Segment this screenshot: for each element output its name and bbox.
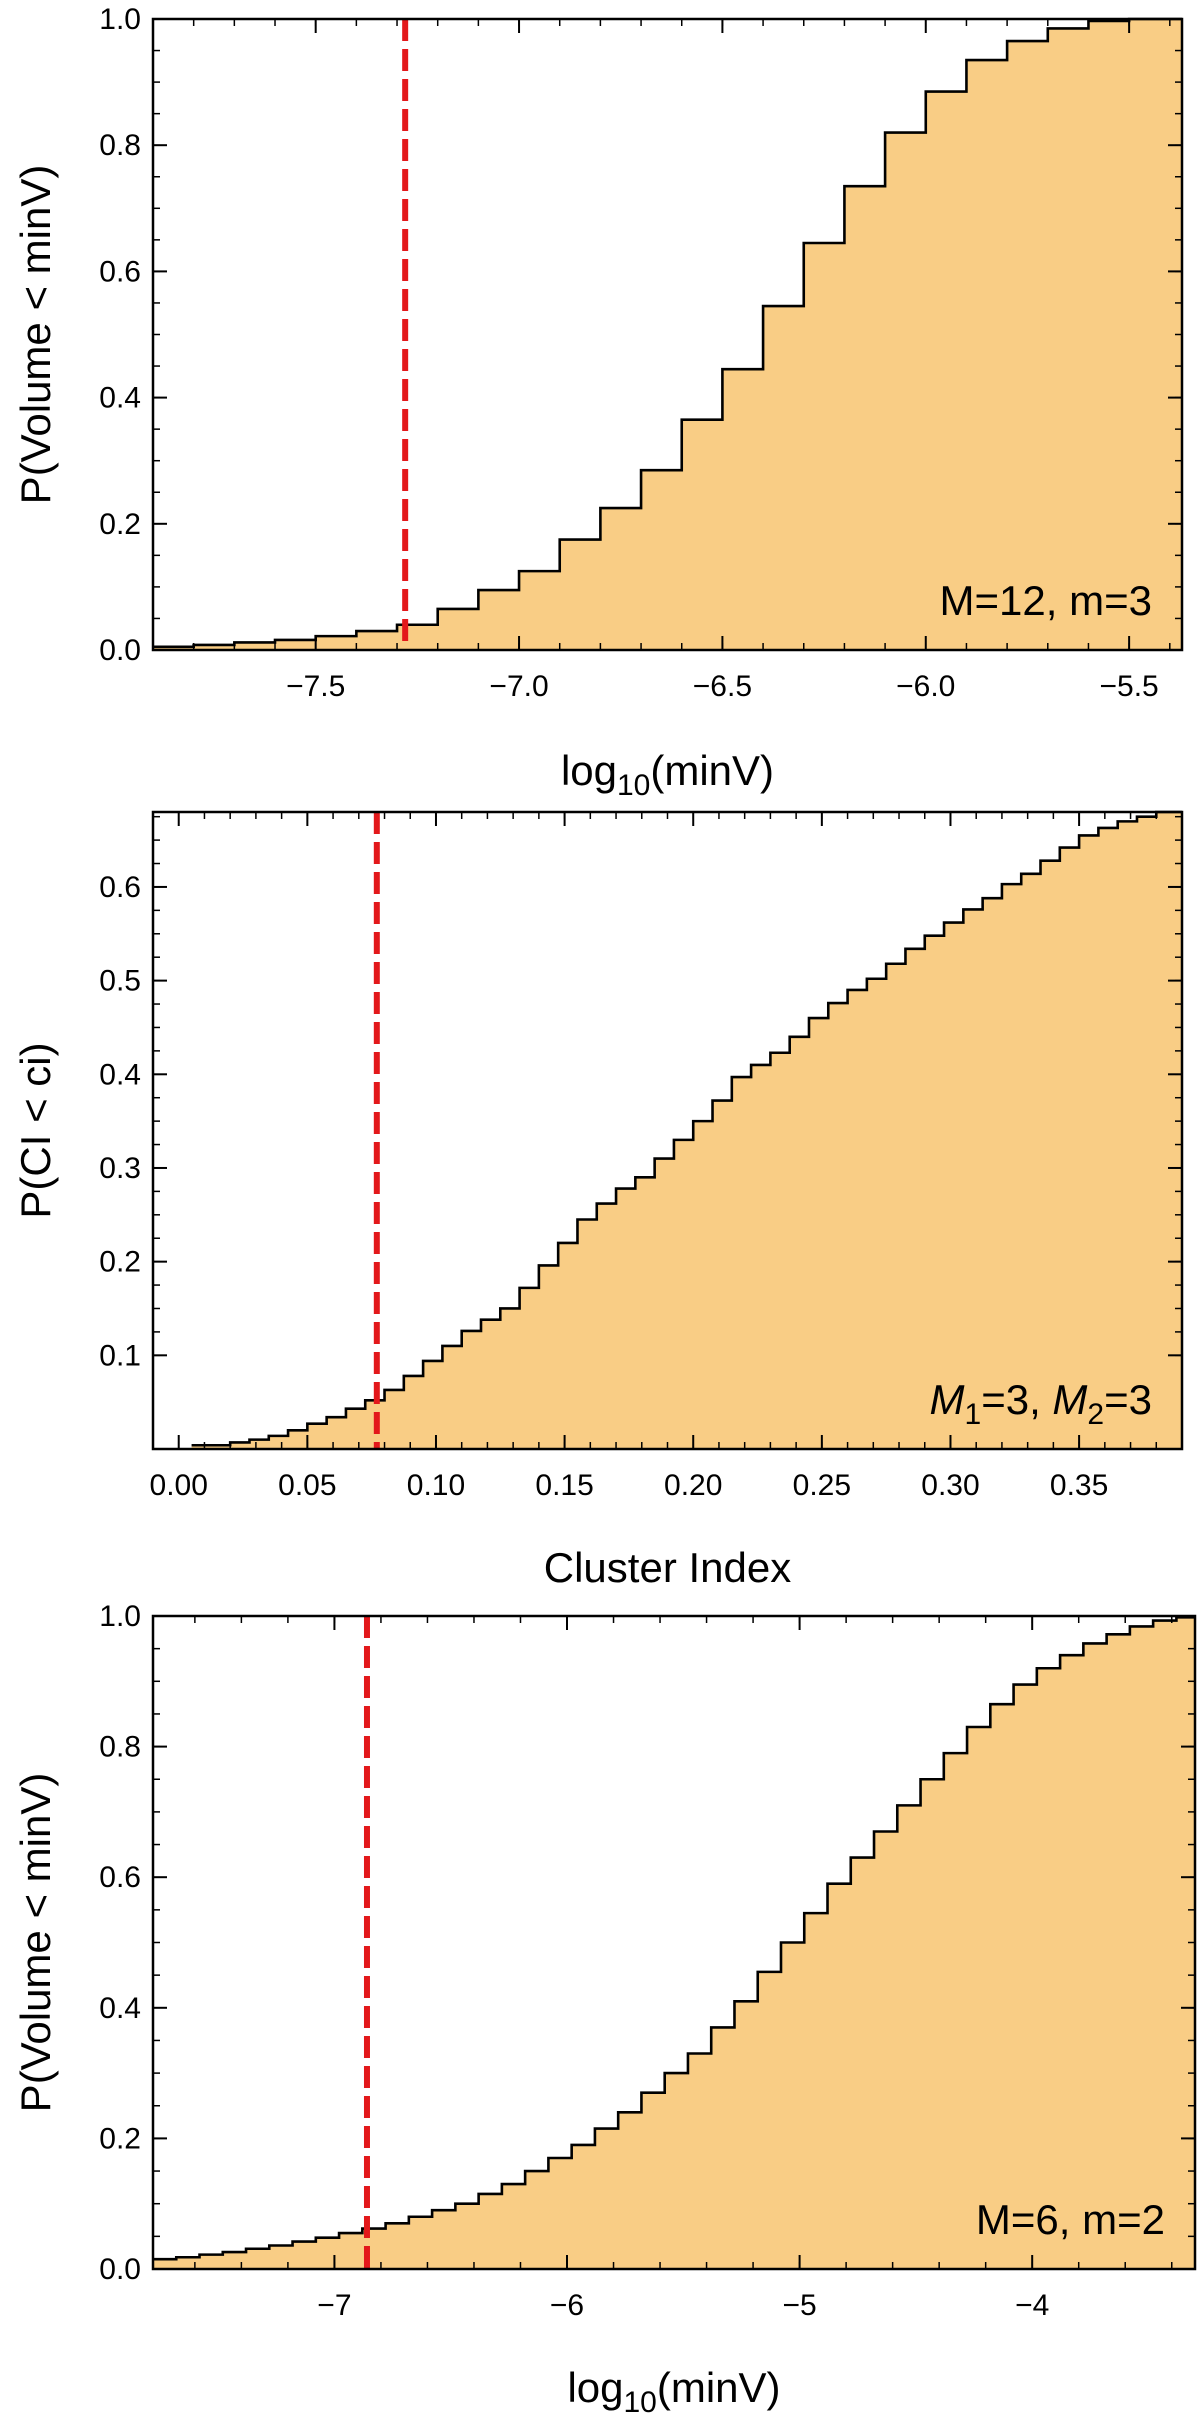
panel-annotation: M1=3, M2=3	[930, 1376, 1153, 1431]
y-tick-label: 1.0	[99, 3, 141, 36]
cumulative-area	[191, 812, 1182, 1449]
y-tick-label: 1.0	[99, 1600, 141, 1633]
y-tick-label: 0.6	[99, 1861, 141, 1894]
panel-annotation: M=12, m=3	[940, 577, 1152, 624]
x-tick-label: 0.20	[664, 1469, 722, 1502]
y-tick-label: 0.0	[99, 2253, 141, 2286]
chart-2: 0.00 0.05 0.10 0.15 0.20 0.25 0.30 0.35 0.1 0.2 0.…	[12, 810, 1184, 1591]
y-axis-label: P(Volume < minV)	[12, 165, 59, 505]
y-tick-label: 0.2	[99, 2122, 141, 2155]
x-tick-label: 0.35	[1050, 1469, 1108, 1502]
x-axis-label: Cluster Index	[544, 1544, 791, 1591]
y-tick-label: 0.2	[99, 1246, 141, 1279]
x-tick-label: −6.5	[693, 670, 752, 703]
cumulative-area	[153, 19, 1182, 650]
x-axis-label: log10(minV)	[561, 747, 774, 802]
y-tick-label: 0.5	[99, 965, 141, 998]
chart-1: −7.5 −7.0 −6.5 −6.0 −5.5 0.0 0.2 0.4 0.6 0.8 1.0 lo…	[12, 3, 1184, 802]
x-tick-label: 0.15	[535, 1469, 593, 1502]
y-tick-label: 0.2	[99, 508, 141, 541]
x-tick-label: 0.10	[407, 1469, 465, 1502]
x-tick-label: 0.00	[150, 1469, 208, 1502]
y-tick-label: 0.6	[99, 871, 141, 904]
cumulative-step-line	[191, 810, 1182, 1447]
panel-annotation: M=6, m=2	[976, 2196, 1165, 2243]
y-tick-label: 0.4	[99, 1058, 141, 1091]
cumulative-step-line	[153, 1616, 1195, 2261]
x-tick-label: 0.05	[278, 1469, 336, 1502]
y-tick-label: 0.8	[99, 1731, 141, 1764]
x-tick-label: −7	[317, 2289, 351, 2322]
x-tick-label: −6	[550, 2289, 584, 2322]
y-tick-label: 0.6	[99, 255, 141, 288]
y-tick-label: 0.4	[99, 382, 141, 415]
x-tick-label: −6.0	[896, 670, 955, 703]
cumulative-step-line	[153, 17, 1182, 649]
x-tick-label: −5.5	[1100, 670, 1159, 703]
y-tick-label: 0.0	[99, 634, 141, 667]
x-tick-label: 0.25	[793, 1469, 851, 1502]
x-tick-label: −5	[782, 2289, 816, 2322]
chart-3: −7 −6 −5 −4 0.0 0.2 0.4 0.6 0.8 1.0 log10(minV) P(V…	[12, 1600, 1197, 2419]
x-tick-label: 0.30	[921, 1469, 979, 1502]
y-tick-label: 0.4	[99, 1992, 141, 2025]
y-tick-label: 0.8	[99, 129, 141, 162]
y-axis-label: P(Volume < minV)	[12, 1773, 59, 2113]
x-tick-label: −7.5	[286, 670, 345, 703]
cumulative-area	[153, 1617, 1195, 2269]
y-tick-label: 0.1	[99, 1339, 141, 1372]
x-axis-label: log10(minV)	[567, 2364, 780, 2419]
y-tick-label: 0.3	[99, 1152, 141, 1185]
x-tick-label: −7.0	[489, 670, 548, 703]
x-tick-label: −4	[1015, 2289, 1049, 2322]
y-axis-label: P(CI < ci)	[12, 1042, 59, 1218]
